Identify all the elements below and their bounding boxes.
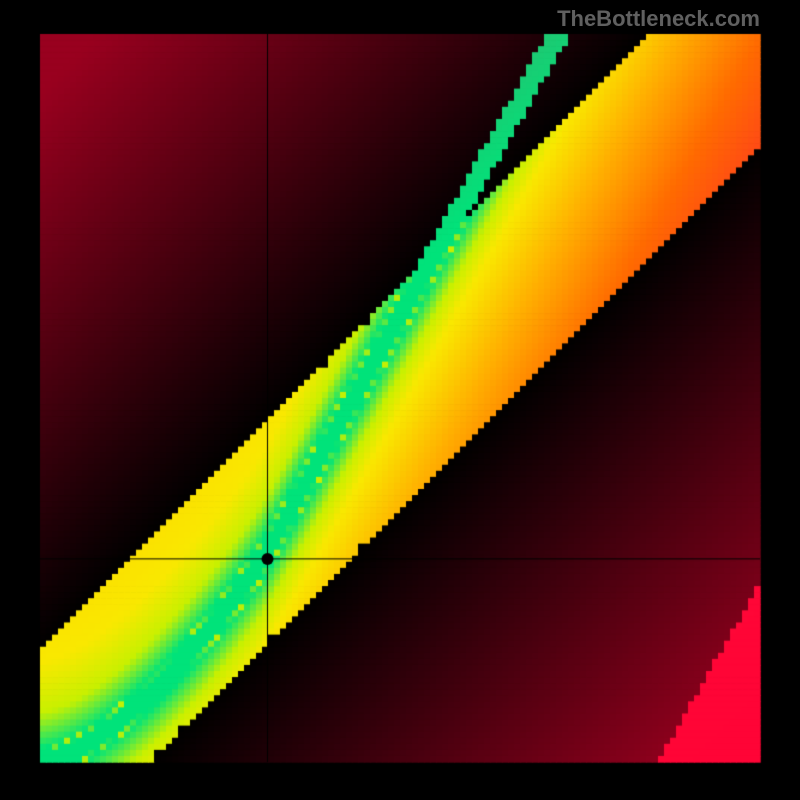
heatmap-canvas (0, 0, 800, 800)
watermark-text: TheBottleneck.com (557, 6, 760, 32)
chart-container: TheBottleneck.com (0, 0, 800, 800)
